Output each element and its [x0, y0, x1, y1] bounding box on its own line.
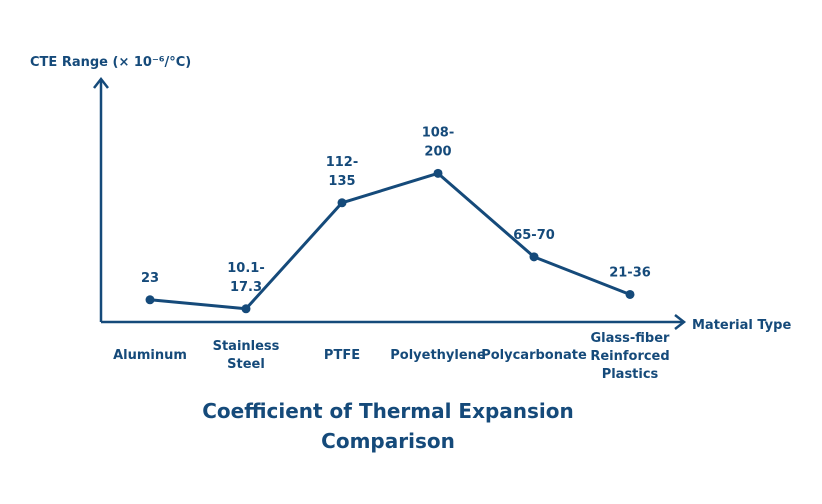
x-tick-label: PTFE [324, 348, 360, 363]
x-tick-label: Stainless Steel [213, 339, 280, 372]
y-axis-arrow-icon [93, 76, 109, 89]
data-label: 108-200 [422, 125, 455, 159]
data-point [625, 289, 635, 299]
x-tick-label: Polycarbonate [481, 348, 587, 363]
x-axis-arrow-icon [674, 314, 687, 330]
x-tick-label: Polyethylene [390, 348, 486, 363]
data-label: 65-70 [513, 228, 555, 243]
data-points [145, 168, 635, 314]
data-label: 112-135 [326, 155, 359, 189]
data-point [529, 252, 539, 262]
data-point [145, 295, 155, 305]
chart-title-line-1: Coefficient of Thermal Expansion [202, 399, 574, 423]
data-point [241, 304, 251, 314]
data-point [433, 168, 443, 178]
data-label: 10.1-17.3 [227, 261, 264, 295]
data-labels: 23 10.1-17.3 112-135 108-200 65-70 21-36 [141, 125, 651, 294]
series-line [149, 171, 631, 311]
chart-title-line-2: Comparison [321, 429, 455, 453]
x-tick-label: Aluminum [113, 348, 187, 363]
data-label: 21-36 [609, 265, 651, 280]
x-tick-label: Glass-fiber Reinforced Plastics [590, 331, 670, 382]
x-axis-label: Material Type [692, 318, 791, 333]
y-axis-label: CTE Range (× 10⁻⁶/°C) [30, 55, 191, 70]
data-point [337, 198, 347, 208]
chart-title: Coefficient of Thermal Expansion Compari… [0, 396, 776, 456]
x-tick-labels: Aluminum Stainless Steel PTFE PolyethylenePo… [113, 331, 670, 382]
data-label: 23 [141, 271, 159, 286]
chart-axes: CTE Range (× 10⁻⁶/°C) Material Type [30, 55, 791, 333]
